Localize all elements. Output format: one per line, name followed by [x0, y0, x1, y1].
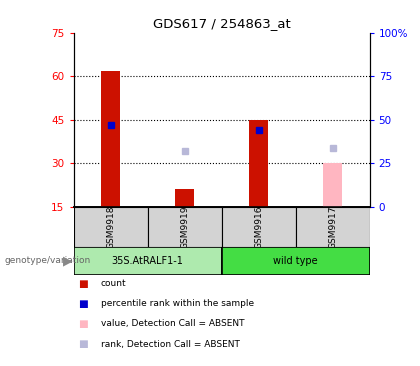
- Bar: [296, 207, 370, 247]
- Bar: [249, 120, 268, 207]
- Text: GSM9917: GSM9917: [328, 205, 337, 249]
- Text: wild type: wild type: [273, 256, 318, 266]
- Text: percentile rank within the sample: percentile rank within the sample: [101, 299, 254, 308]
- Text: ■: ■: [78, 279, 87, 289]
- Text: genotype/variation: genotype/variation: [4, 256, 90, 265]
- Text: rank, Detection Call = ABSENT: rank, Detection Call = ABSENT: [101, 340, 240, 348]
- Text: ■: ■: [78, 299, 87, 309]
- Bar: [222, 247, 370, 274]
- Text: ■: ■: [78, 319, 87, 329]
- Text: value, Detection Call = ABSENT: value, Detection Call = ABSENT: [101, 320, 244, 328]
- Text: GSM9919: GSM9919: [180, 205, 189, 249]
- Text: count: count: [101, 279, 126, 288]
- Text: ▶: ▶: [63, 254, 73, 267]
- Bar: [175, 190, 194, 207]
- Text: GSM9916: GSM9916: [254, 205, 263, 249]
- Bar: [323, 163, 342, 207]
- Text: GSM9918: GSM9918: [106, 205, 115, 249]
- Bar: [222, 207, 296, 247]
- Bar: [74, 207, 147, 247]
- Bar: [101, 71, 120, 207]
- Bar: [147, 207, 222, 247]
- Text: 35S.AtRALF1-1: 35S.AtRALF1-1: [112, 256, 184, 266]
- Title: GDS617 / 254863_at: GDS617 / 254863_at: [153, 17, 290, 30]
- Text: ■: ■: [78, 339, 87, 349]
- Bar: [74, 247, 222, 274]
